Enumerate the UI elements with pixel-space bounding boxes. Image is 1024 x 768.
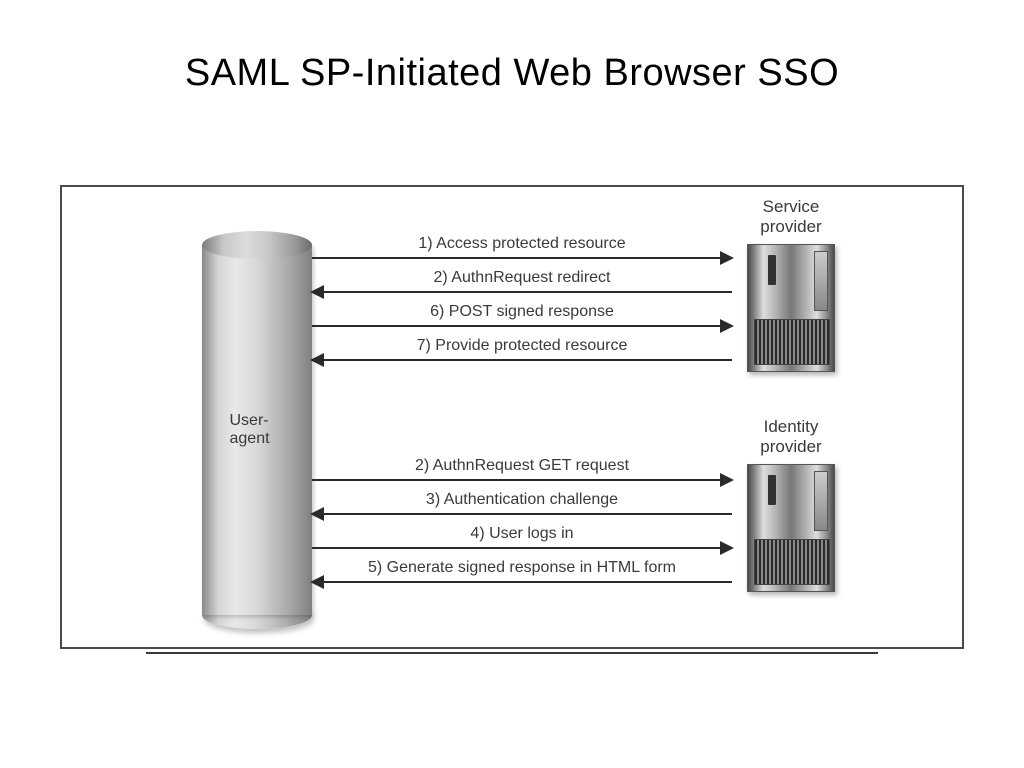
server-icon [747,464,835,592]
arrow-2b: 2) AuthnRequest GET request [312,459,732,489]
arrow-left-icon [310,353,324,367]
server-icon [747,244,835,372]
arrow-left-icon [310,285,324,299]
page-title: SAML SP-Initiated Web Browser SSO [0,0,1024,95]
arrow-label: 4) User logs in [312,525,732,543]
arrow-label: 2) AuthnRequest GET request [312,457,732,475]
arrow-right-icon [720,251,734,265]
arrow-line [312,547,732,549]
server-panel [814,251,828,311]
server-vents [754,319,830,365]
arrow-label: 7) Provide protected resource [312,337,732,355]
service-provider-label: Serviceprovider [742,197,840,238]
server-slot [768,255,776,285]
node-identity-provider: Identityprovider [742,417,840,592]
server-slot [768,475,776,505]
node-user-agent: User-agent [202,231,312,629]
identity-provider-label: Identityprovider [742,417,840,458]
user-agent-label: User-agent [230,412,285,448]
arrow-line [312,359,732,361]
arrow-label: 6) POST signed response [312,303,732,321]
cylinder-top [202,231,312,259]
arrow-right-icon [720,319,734,333]
arrow-5: 5) Generate signed response in HTML form [312,561,732,591]
arrow-line [312,479,732,481]
diagram-frame: User-agent Serviceprovider Identityprovi… [60,185,964,649]
node-service-provider: Serviceprovider [742,197,840,372]
arrow-line [312,581,732,583]
arrow-3: 3) Authentication challenge [312,493,732,523]
server-vents [754,539,830,585]
arrow-7: 7) Provide protected resource [312,339,732,369]
arrow-line [312,513,732,515]
arrow-left-icon [310,575,324,589]
arrow-label: 1) Access protected resource [312,235,732,253]
arrow-4: 4) User logs in [312,527,732,557]
arrow-label: 2) AuthnRequest redirect [312,269,732,287]
arrow-left-icon [310,507,324,521]
arrow-6: 6) POST signed response [312,305,732,335]
arrow-right-icon [720,473,734,487]
server-panel [814,471,828,531]
arrow-right-icon [720,541,734,555]
arrow-label: 3) Authentication challenge [312,491,732,509]
arrow-line [312,291,732,293]
arrow-line [312,325,732,327]
arrow-1: 1) Access protected resource [312,237,732,267]
arrow-label: 5) Generate signed response in HTML form [312,559,732,577]
underline-bar [146,652,878,654]
arrow-line [312,257,732,259]
arrow-2: 2) AuthnRequest redirect [312,271,732,301]
